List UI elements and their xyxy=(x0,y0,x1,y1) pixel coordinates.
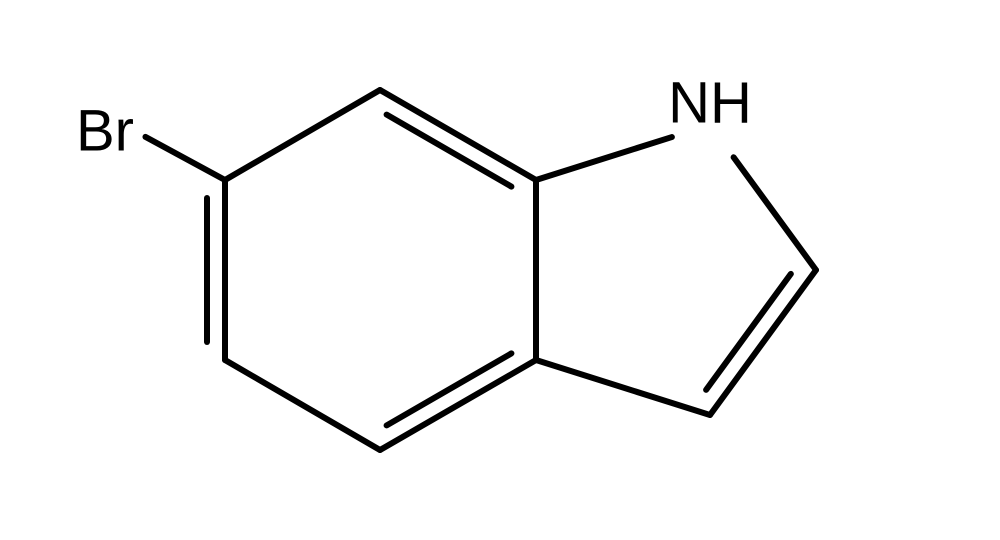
atom-label-Br: Br xyxy=(76,98,134,163)
atom-label-N1: NH xyxy=(668,70,752,135)
molecule-diagram: NH Br xyxy=(0,0,1000,540)
